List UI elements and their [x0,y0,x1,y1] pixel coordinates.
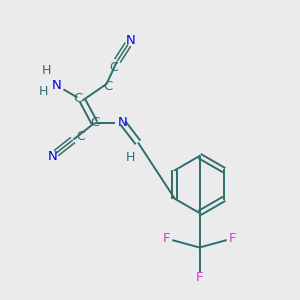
Text: C: C [74,92,82,106]
Text: H: H [39,85,48,98]
Text: C: C [103,80,112,94]
Text: H: H [42,64,51,77]
Text: F: F [229,232,236,245]
Text: C: C [90,116,99,130]
Text: F: F [196,271,203,284]
Text: N: N [118,116,128,130]
Text: F: F [163,232,170,245]
Text: C: C [76,130,85,143]
Text: N: N [48,149,57,163]
Text: C: C [110,61,118,74]
Text: N: N [52,79,62,92]
Text: H: H [126,151,135,164]
Text: N: N [126,34,135,47]
